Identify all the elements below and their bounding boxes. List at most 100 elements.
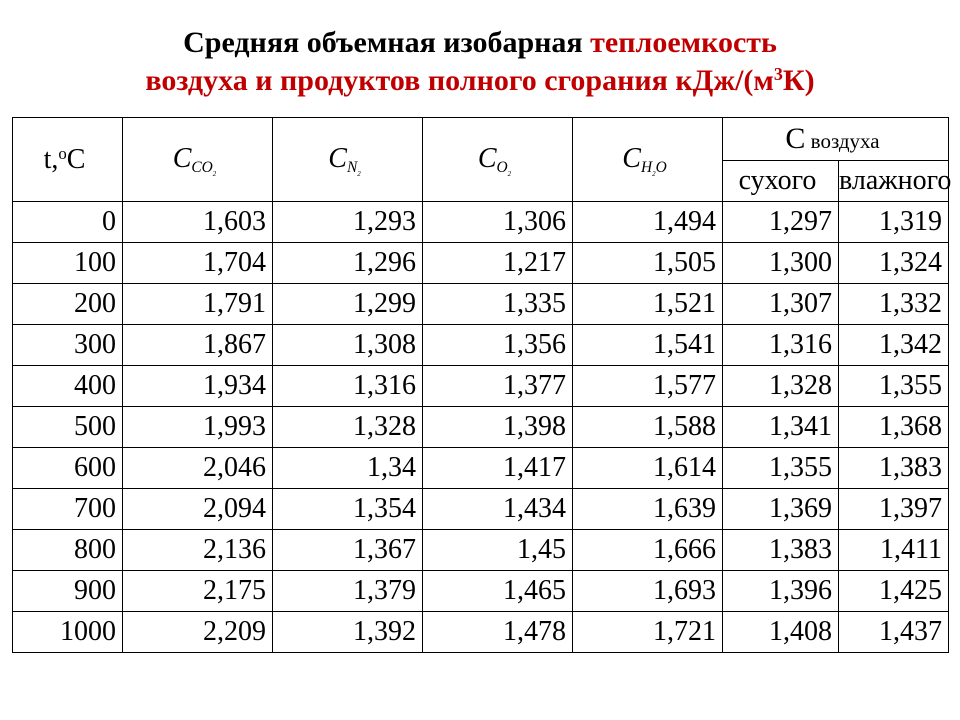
cell-t: 1000 (13, 612, 123, 653)
cell-o2: 1,377 (423, 366, 573, 407)
table-row: 4001,9341,3161,3771,5771,3281,355 (13, 366, 949, 407)
col-header-h2o: CH2O (573, 118, 723, 202)
cell-o2: 1,465 (423, 571, 573, 612)
col-header-co2: CCO2 (123, 118, 273, 202)
c-h2o-c: C (622, 143, 641, 174)
cell-n2: 1,293 (273, 202, 423, 243)
c-n2-sub1: N (347, 159, 357, 176)
cell-h2o: 1,505 (573, 243, 723, 284)
table-body: 01,6031,2931,3061,4941,2971,3191001,7041… (13, 202, 949, 653)
cell-h2o: 1,541 (573, 325, 723, 366)
cell-t: 600 (13, 448, 123, 489)
cell-wet: 1,355 (839, 366, 949, 407)
cell-wet: 1,411 (839, 530, 949, 571)
cell-h2o: 1,577 (573, 366, 723, 407)
cell-n2: 1,299 (273, 284, 423, 325)
cell-h2o: 1,693 (573, 571, 723, 612)
cell-co2: 2,094 (123, 489, 273, 530)
cell-wet: 1,332 (839, 284, 949, 325)
c-o2-sub1: O (497, 159, 508, 176)
table-row: 5001,9931,3281,3981,5881,3411,368 (13, 407, 949, 448)
cell-o2: 1,356 (423, 325, 573, 366)
cell-wet: 1,437 (839, 612, 949, 653)
cell-h2o: 1,588 (573, 407, 723, 448)
title-line-2: воздуха и продуктов полного сгорания кДж… (145, 64, 814, 97)
table-row: 9002,1751,3791,4651,6931,3961,425 (13, 571, 949, 612)
cell-o2: 1,306 (423, 202, 573, 243)
cell-t: 700 (13, 489, 123, 530)
cell-t: 800 (13, 530, 123, 571)
table-row: 2001,7911,2991,3351,5211,3071,332 (13, 284, 949, 325)
table-row: 3001,8671,3081,3561,5411,3161,342 (13, 325, 949, 366)
t-pre: t, (44, 144, 59, 175)
cell-dry: 1,396 (723, 571, 839, 612)
cell-t: 500 (13, 407, 123, 448)
cell-n2: 1,34 (273, 448, 423, 489)
cell-dry: 1,408 (723, 612, 839, 653)
cell-o2: 1,478 (423, 612, 573, 653)
cell-wet: 1,324 (839, 243, 949, 284)
c-co2-sub1: CO (191, 159, 212, 176)
t-sup: o (58, 144, 66, 163)
cell-co2: 2,209 (123, 612, 273, 653)
c-n2-c: C (328, 143, 347, 174)
cell-co2: 1,603 (123, 202, 273, 243)
cell-o2: 1,417 (423, 448, 573, 489)
cell-wet: 1,319 (839, 202, 949, 243)
cell-dry: 1,316 (723, 325, 839, 366)
cell-dry: 1,369 (723, 489, 839, 530)
title-part-2: теплоемкость (590, 26, 777, 59)
table-row: 6002,0461,341,4171,6141,3551,383 (13, 448, 949, 489)
cell-n2: 1,354 (273, 489, 423, 530)
cell-dry: 1,383 (723, 530, 839, 571)
cell-co2: 1,791 (123, 284, 273, 325)
cell-co2: 2,136 (123, 530, 273, 571)
cell-dry: 1,341 (723, 407, 839, 448)
table-row: 10002,2091,3921,4781,7211,4081,437 (13, 612, 949, 653)
cell-wet: 1,425 (839, 571, 949, 612)
table-header-row-1: t,oC CCO2 CN2 CO2 CH2O C воздуха (13, 118, 949, 161)
cell-t: 900 (13, 571, 123, 612)
table-row: 7002,0941,3541,4341,6391,3691,397 (13, 489, 949, 530)
col-header-dry: сухого (723, 161, 839, 202)
table-row: 8002,1361,3671,451,6661,3831,411 (13, 530, 949, 571)
title-line2-tail: К) (783, 64, 815, 97)
cell-co2: 1,934 (123, 366, 273, 407)
cell-co2: 2,046 (123, 448, 273, 489)
col-header-n2: CN2 (273, 118, 423, 202)
cell-o2: 1,434 (423, 489, 573, 530)
c-n2-sub2: 2 (357, 171, 360, 178)
cell-wet: 1,397 (839, 489, 949, 530)
c-h2o-o: O (656, 159, 667, 176)
c-co2-c: C (173, 143, 192, 174)
air-c: C (785, 122, 805, 155)
cell-h2o: 1,614 (573, 448, 723, 489)
cell-h2o: 1,721 (573, 612, 723, 653)
cell-n2: 1,296 (273, 243, 423, 284)
c-o2-sub2: 2 (508, 171, 511, 178)
cell-co2: 1,867 (123, 325, 273, 366)
cell-t: 300 (13, 325, 123, 366)
c-co2-sub2: 2 (213, 171, 216, 178)
cell-dry: 1,300 (723, 243, 839, 284)
cell-n2: 1,367 (273, 530, 423, 571)
cell-n2: 1,379 (273, 571, 423, 612)
cell-o2: 1,398 (423, 407, 573, 448)
heat-capacity-table: t,oC CCO2 CN2 CO2 CH2O C воздуха (12, 117, 949, 653)
t-post: C (67, 144, 86, 175)
cell-o2: 1,45 (423, 530, 573, 571)
col-header-temp: t,oC (13, 118, 123, 202)
cell-t: 200 (13, 284, 123, 325)
cell-t: 0 (13, 202, 123, 243)
title-line2-main: воздуха и продуктов полного сгорания кДж… (145, 64, 773, 97)
cell-h2o: 1,494 (573, 202, 723, 243)
cell-h2o: 1,666 (573, 530, 723, 571)
cell-dry: 1,328 (723, 366, 839, 407)
c-o2-c: C (478, 143, 497, 174)
cell-h2o: 1,639 (573, 489, 723, 530)
cell-n2: 1,328 (273, 407, 423, 448)
col-header-wet: влажного (839, 161, 949, 202)
cell-wet: 1,383 (839, 448, 949, 489)
page-title: Средняя объемная изобарная теплоемкость … (12, 24, 948, 99)
cell-t: 100 (13, 243, 123, 284)
